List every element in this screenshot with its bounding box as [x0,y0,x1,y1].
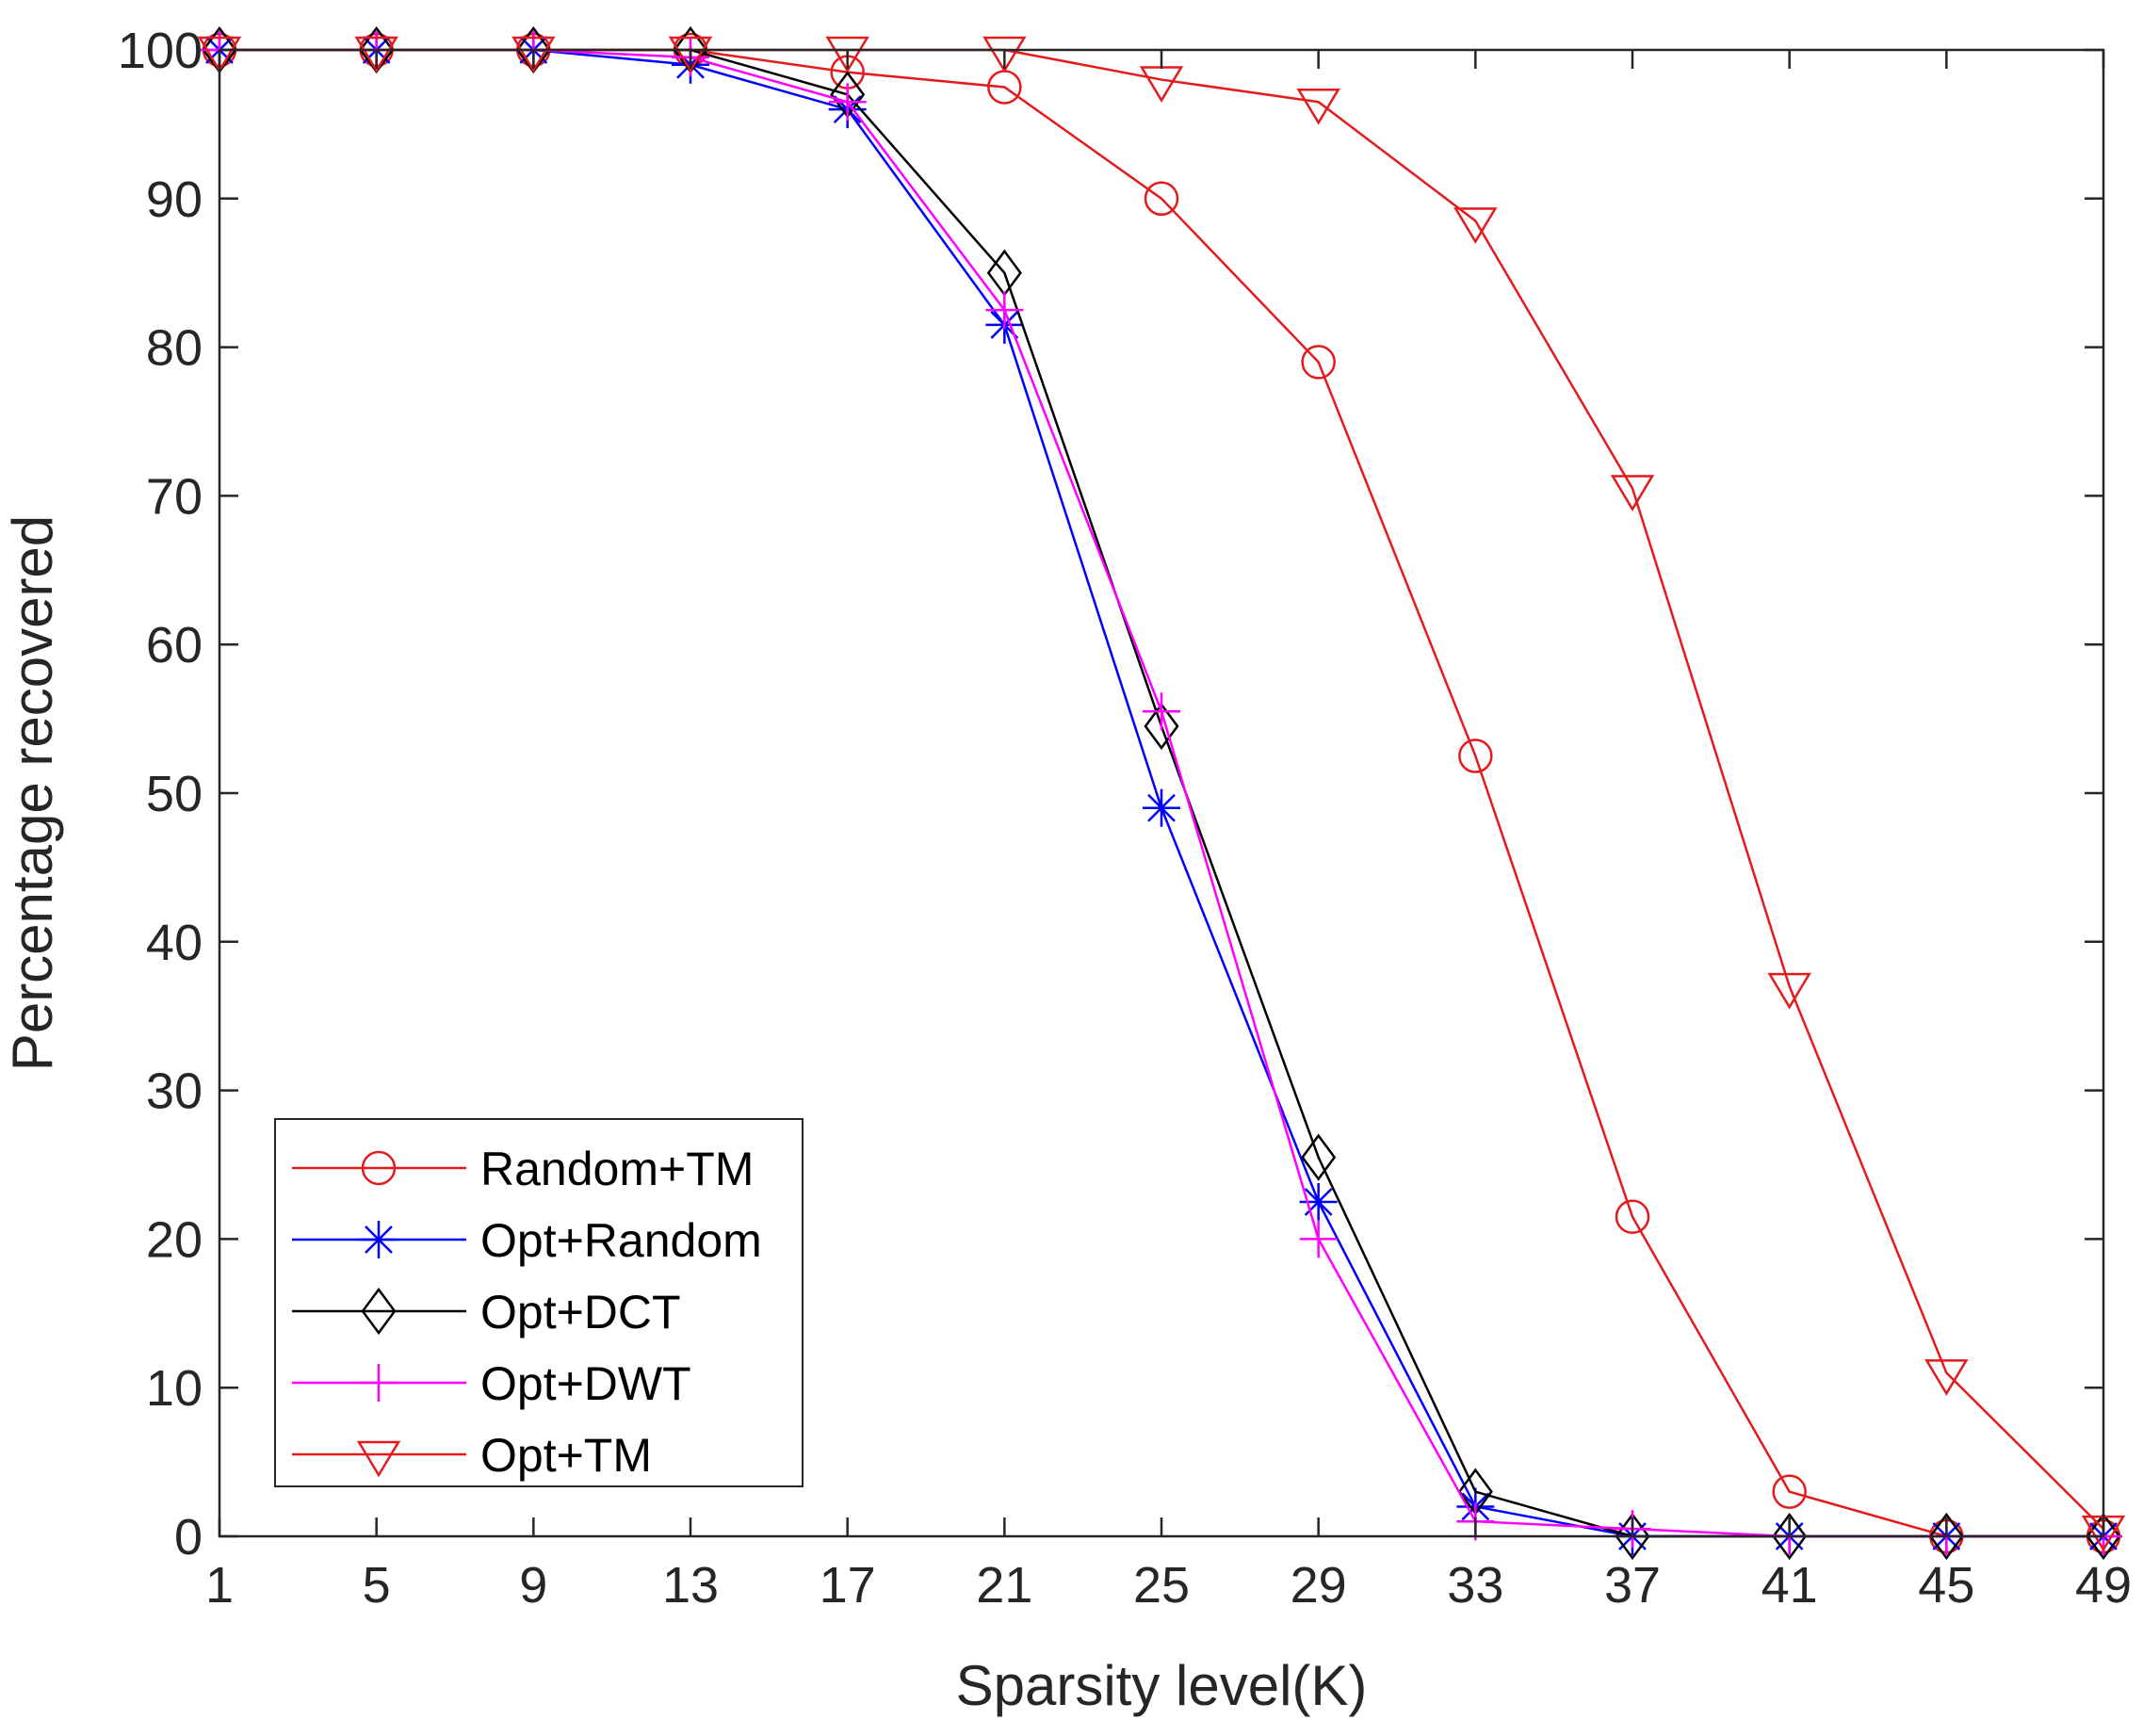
data-point [1772,1512,1808,1561]
x-tick-label: 13 [662,1557,719,1614]
y-axis-label: Percentage recovered [1,515,64,1071]
data-point [825,36,869,73]
x-tick-label: 25 [1133,1557,1190,1614]
axis-ticks: 1 5 9 13 17 21 25 29 33 37 41 45 49 0 10 20 30 40 50 60 70 80… [118,23,2132,1614]
data-point [511,36,556,73]
x-tick-label: 1 [205,1557,234,1614]
data-point [1928,1512,1964,1561]
x-tick-label: 49 [2075,1557,2132,1614]
y-tick-label: 10 [146,1360,203,1417]
legend-label: Random+TM [480,1143,754,1195]
data-point [1772,1474,1807,1509]
y-tick-label: 100 [118,23,203,79]
y-tick-label: 30 [146,1063,203,1120]
y-tick-label: 60 [146,617,203,673]
data-point [1610,475,1655,511]
legend-label: Opt+DCT [480,1286,681,1339]
data-point [2086,1512,2121,1561]
legend-label: Opt+TM [480,1429,652,1482]
legend-marker [356,1440,401,1478]
y-tick-label: 0 [174,1509,203,1566]
data-point [1458,738,1493,773]
data-point [1296,88,1340,125]
data-point [1301,1133,1337,1181]
y-tick-label: 40 [146,915,203,971]
data-point [354,36,398,73]
y-tick-label: 80 [146,320,203,377]
legend-marker [361,1287,397,1336]
data-point [1615,1199,1650,1234]
x-tick-label: 21 [976,1557,1032,1614]
data-point [1144,181,1179,217]
legend-box [274,1118,804,1487]
data-point [668,36,713,73]
x-tick-label: 29 [1291,1557,1347,1614]
x-axis-label: Sparsity level(K) [956,1654,1368,1717]
legend-label: Opt+Random [480,1214,762,1267]
data-point [982,36,1027,73]
data-point [1143,692,1180,731]
data-point [1143,788,1180,827]
legend-marker [360,1364,398,1402]
data-point [1301,345,1336,380]
x-tick-label: 41 [1761,1557,1818,1614]
x-tick-label: 5 [363,1557,391,1614]
data-point [1144,702,1179,751]
legend: Random+TM Opt+Random Opt+DCT Opt+DWT Opt+TM [274,1118,804,1487]
x-tick-label: 33 [1447,1557,1503,1614]
legend-marker [361,1150,397,1186]
y-tick-label: 70 [146,468,203,525]
data-point [1299,1182,1338,1221]
data-point [828,83,867,122]
data-point [1299,1220,1338,1258]
y-tick-label: 20 [146,1211,203,1268]
legend-label: Opt+DWT [480,1357,691,1410]
y-tick-label: 90 [146,171,203,228]
data-point [1924,1359,1969,1396]
x-tick-label: 45 [1918,1557,1974,1614]
data-point [1453,207,1498,244]
data-point [197,36,242,73]
data-point [1767,972,1811,1010]
x-tick-label: 9 [519,1557,547,1614]
x-tick-label: 37 [1604,1557,1661,1614]
y-tick-label: 50 [146,766,203,822]
legend-marker [360,1221,398,1258]
x-tick-label: 17 [820,1557,876,1614]
data-point [985,291,1024,330]
